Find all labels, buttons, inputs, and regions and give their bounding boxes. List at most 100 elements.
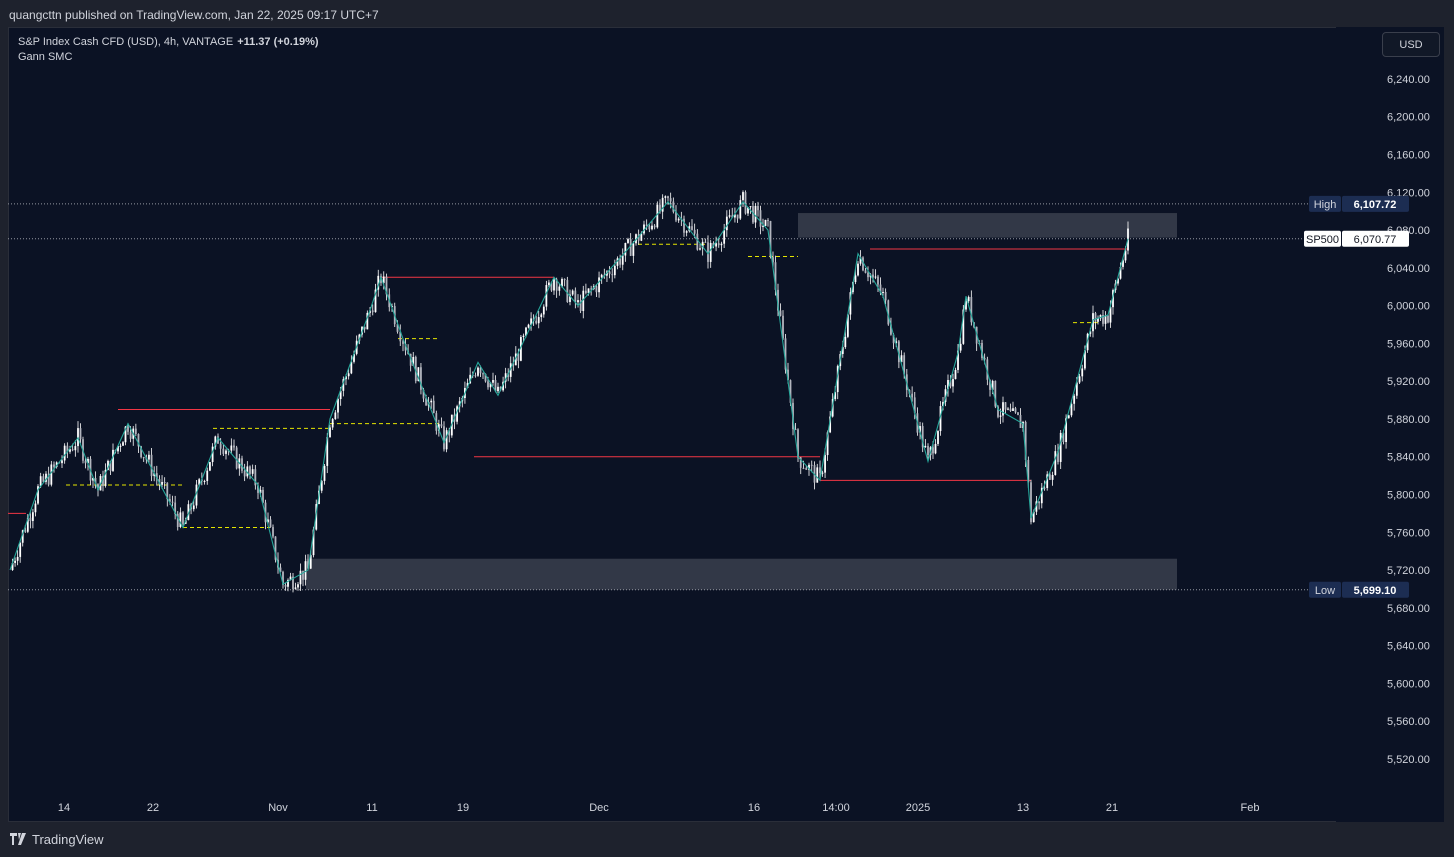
candle-body [834, 392, 837, 400]
candle-body [198, 479, 201, 485]
candle-body [932, 447, 934, 454]
x-tick-label: 2025 [906, 802, 930, 814]
candle-body [1073, 395, 1076, 404]
candle-body [107, 460, 109, 470]
candle-body [616, 258, 619, 266]
candle-body [259, 489, 262, 493]
x-tick-label: Feb [1241, 802, 1260, 814]
candle-body [1004, 402, 1007, 410]
candle-body [42, 476, 45, 482]
candle-body [742, 192, 744, 201]
candle-body [890, 324, 892, 335]
candle-body [715, 243, 717, 247]
candle-body [1054, 451, 1057, 475]
candle-body [179, 512, 182, 527]
y-tick-label: 5,880.00 [1387, 414, 1430, 426]
tradingview-brand[interactable]: TradingView [10, 832, 104, 847]
candle-body [437, 424, 440, 431]
candle-body [337, 399, 339, 413]
candle-body [443, 426, 445, 450]
candle-body [877, 276, 879, 285]
candle-body [653, 225, 656, 228]
candle-body [195, 484, 198, 506]
candle-body [535, 320, 538, 324]
candle-body [284, 584, 287, 587]
candle-body [944, 389, 947, 402]
candle-body [1030, 482, 1032, 523]
candle-body [844, 336, 847, 348]
candle-body [947, 380, 949, 390]
candle-body [994, 380, 997, 407]
indicator-name[interactable]: Gann SMC [18, 51, 73, 63]
candle-body [26, 517, 29, 532]
candle-body [558, 286, 561, 291]
candle-body [1062, 432, 1065, 442]
candle-body [717, 243, 720, 246]
candle-body [872, 274, 874, 278]
candle-body [924, 445, 927, 448]
candle-body [696, 233, 699, 250]
candle-body [176, 513, 179, 527]
candle-body [326, 437, 329, 466]
candle-body [422, 389, 425, 399]
candle-body [577, 300, 579, 303]
candle-body [489, 382, 492, 388]
candle-body [74, 446, 77, 451]
candle-body [29, 517, 32, 522]
candle-body [1075, 382, 1078, 396]
candle-body [669, 198, 672, 202]
candle-body [1057, 451, 1059, 462]
candle-body [334, 412, 337, 420]
candle-body [129, 431, 132, 439]
candle-body [709, 242, 712, 262]
candle-body [672, 201, 675, 212]
candle-body [399, 331, 402, 342]
price-chart[interactable]: 6,240.006,200.006,160.006,120.006,080.00… [8, 27, 1444, 822]
candle-body [545, 285, 548, 307]
candle-body [857, 263, 859, 276]
candle-body [112, 449, 114, 471]
candle-body [219, 443, 222, 449]
footer: TradingView [0, 822, 1454, 857]
candle-body [492, 379, 494, 383]
candle-body [1124, 250, 1127, 261]
y-tick-label: 6,240.00 [1387, 74, 1430, 86]
candle-body [584, 290, 587, 293]
candle-body [645, 224, 648, 227]
candle-body [590, 288, 593, 290]
candle-body [117, 445, 119, 452]
candle-body [24, 530, 27, 532]
candle-body [997, 406, 999, 417]
candle-body [257, 485, 259, 493]
candle-body [374, 289, 377, 313]
candle-body [274, 536, 277, 560]
candle-body [1032, 511, 1035, 523]
candle-body [816, 467, 819, 483]
candle-body [11, 562, 14, 571]
candle-body [779, 310, 782, 316]
candle-body [264, 502, 267, 523]
candle-body [598, 277, 600, 293]
candle-body [102, 476, 104, 486]
candle-body [693, 229, 696, 234]
candle-body [209, 462, 211, 471]
candle-body [230, 445, 233, 451]
y-tick-label: 5,920.00 [1387, 376, 1430, 388]
candle-body [409, 353, 412, 366]
candle-body [789, 380, 792, 403]
candle-body [701, 241, 704, 249]
candle-body [685, 231, 688, 233]
candle-body [251, 469, 254, 474]
candle-body [608, 271, 611, 275]
candle-body [728, 215, 731, 217]
candle-body [942, 401, 944, 407]
candle-body [744, 192, 747, 214]
candle-body [366, 312, 369, 330]
candle-body [312, 529, 315, 556]
candle-body [1104, 315, 1107, 324]
currency-button[interactable]: USD [1382, 32, 1440, 57]
candle-body [174, 502, 177, 514]
candle-body [69, 449, 71, 452]
candle-body [967, 296, 970, 302]
candle-body [629, 239, 632, 256]
